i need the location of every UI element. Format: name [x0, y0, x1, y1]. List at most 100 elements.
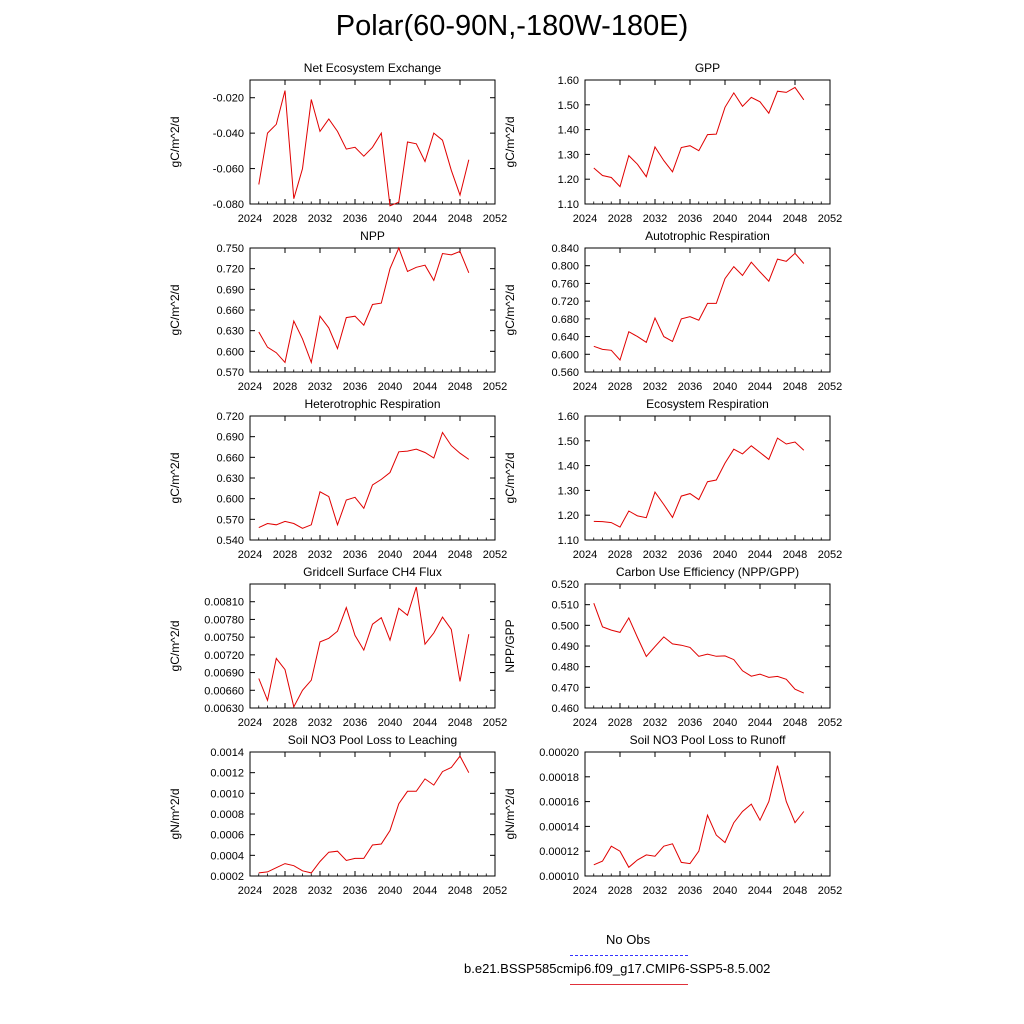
y-tick-label: 0.00018	[539, 772, 579, 784]
y-tick-label: 1.60	[558, 75, 579, 87]
y-tick-label: 1.60	[558, 411, 579, 423]
y-tick-label: 0.600	[551, 349, 579, 361]
x-tick-label: 2048	[448, 885, 472, 897]
chart-panel-10: Soil NO3 Pool Loss to Runoff gN/m^2/d 2024…	[503, 733, 842, 897]
x-tick-label: 2028	[273, 885, 297, 897]
x-tick-label: 2048	[783, 213, 807, 225]
y-tick-label: 0.0010	[210, 788, 244, 800]
y-tick-label: 0.660	[216, 452, 244, 464]
y-tick-label: 0.500	[551, 620, 579, 632]
x-tick-label: 2024	[573, 213, 597, 225]
x-tick-label: 2028	[273, 717, 297, 729]
chart-panel-2: GPP gC/m^2/d 2024 2028 2032 2036 2040 2044 2048 2…	[503, 61, 842, 225]
y-axis-label: gN/m^2/d	[168, 789, 182, 840]
x-tick-label: 2024	[238, 885, 262, 897]
y-tick-label: 0.800	[551, 261, 579, 273]
y-tick-label: 1.20	[558, 174, 579, 186]
chart-panel-1: Net Ecosystem Exchange gC/m^2/d 2024 2028 20…	[168, 61, 507, 225]
y-tick-label: 0.570	[216, 514, 244, 526]
x-tick-label: 2040	[713, 381, 737, 393]
x-tick-label: 2024	[573, 549, 597, 561]
y-tick-label: 0.00016	[539, 797, 579, 809]
chart-panel-9: Soil NO3 Pool Loss to Leaching gN/m^2/d 20…	[168, 733, 507, 897]
y-tick-label: 0.720	[216, 411, 244, 423]
chart-panel-6: Ecosystem Respiration gC/m^2/d 2024 2028 203…	[503, 397, 842, 561]
y-tick-label: 0.0002	[210, 871, 244, 883]
x-tick-label: 2048	[448, 213, 472, 225]
x-tick-label: 2032	[308, 885, 332, 897]
chart-title: Net Ecosystem Exchange	[304, 61, 442, 75]
y-tick-label: 0.600	[216, 494, 244, 506]
y-axis-label: gC/m^2/d	[168, 621, 182, 672]
y-axis-label: NPP/GPP	[503, 619, 517, 672]
chart-title: Soil NO3 Pool Loss to Runoff	[630, 733, 787, 747]
y-tick-label: 0.690	[216, 432, 244, 444]
x-tick-label: 2036	[678, 885, 702, 897]
x-tick-label: 2028	[608, 717, 632, 729]
y-tick-label: 0.690	[216, 284, 244, 296]
y-axis-label: gN/m^2/d	[503, 789, 517, 840]
x-tick-label: 2040	[378, 549, 402, 561]
y-tick-label: 0.660	[216, 305, 244, 317]
y-tick-label: 0.510	[551, 600, 579, 612]
x-tick-label: 2044	[748, 885, 772, 897]
y-tick-label: -0.020	[213, 93, 244, 105]
x-tick-label: 2036	[678, 717, 702, 729]
x-tick-label: 2028	[608, 213, 632, 225]
y-tick-label: 0.570	[216, 367, 244, 379]
x-tick-label: 2024	[573, 381, 597, 393]
x-tick-label: 2048	[448, 717, 472, 729]
x-tick-label: 2052	[818, 549, 842, 561]
y-tick-label: 0.0004	[210, 850, 244, 862]
x-tick-label: 2040	[378, 717, 402, 729]
x-tick-label: 2052	[818, 717, 842, 729]
x-tick-label: 2036	[343, 381, 367, 393]
figure-title: Polar(60-90N,-180W-180E)	[335, 10, 689, 42]
plot-frame	[249, 583, 496, 709]
x-tick-label: 2028	[273, 213, 297, 225]
y-tick-label: 1.40	[558, 125, 579, 137]
x-tick-label: 2044	[748, 549, 772, 561]
x-tick-label: 2052	[818, 885, 842, 897]
y-axis-label: gC/m^2/d	[168, 453, 182, 504]
y-tick-label: 1.10	[558, 535, 579, 547]
x-tick-label: 2024	[238, 381, 262, 393]
x-tick-label: 2052	[483, 717, 507, 729]
y-tick-label: 0.720	[551, 296, 579, 308]
y-tick-label: 0.00010	[539, 871, 579, 883]
x-tick-label: 2036	[678, 549, 702, 561]
x-tick-label: 2048	[448, 381, 472, 393]
y-tick-label: 0.0012	[210, 768, 244, 780]
x-tick-label: 2032	[308, 381, 332, 393]
x-tick-label: 2024	[238, 549, 262, 561]
chart-panel-7: Gridcell Surface CH4 Flux gC/m^2/d 2024 202…	[168, 565, 507, 729]
y-tick-label: 0.00750	[204, 632, 244, 644]
y-tick-label: 0.840	[551, 243, 579, 255]
x-tick-label: 2048	[448, 549, 472, 561]
y-tick-label: 0.720	[216, 264, 244, 276]
y-tick-label: 1.40	[558, 461, 579, 473]
y-tick-label: 0.0008	[210, 809, 244, 821]
chart-panel-3: NPP gC/m^2/d 2024 2028 2032 2036 2040 2044 2048 2…	[168, 229, 507, 393]
plot-frame	[249, 751, 496, 877]
series-line	[593, 603, 805, 694]
y-tick-label: 1.30	[558, 485, 579, 497]
chart-panel-4: Autotrophic Respiration gC/m^2/d 2024 2028 2…	[503, 229, 842, 393]
chart-title: Ecosystem Respiration	[646, 397, 769, 411]
x-tick-label: 2032	[643, 381, 667, 393]
series-line	[258, 755, 470, 874]
x-tick-label: 2024	[573, 717, 597, 729]
x-tick-label: 2052	[483, 213, 507, 225]
x-tick-label: 2052	[483, 381, 507, 393]
chart-title: Autotrophic Respiration	[645, 229, 770, 243]
y-tick-label: 0.00810	[204, 597, 244, 609]
plot-frame	[584, 79, 831, 205]
y-tick-label: 0.630	[216, 326, 244, 338]
series-line	[258, 431, 470, 529]
x-tick-label: 2032	[308, 717, 332, 729]
x-tick-label: 2044	[413, 381, 437, 393]
x-tick-label: 2040	[378, 213, 402, 225]
x-tick-label: 2028	[608, 549, 632, 561]
x-tick-label: 2032	[643, 717, 667, 729]
